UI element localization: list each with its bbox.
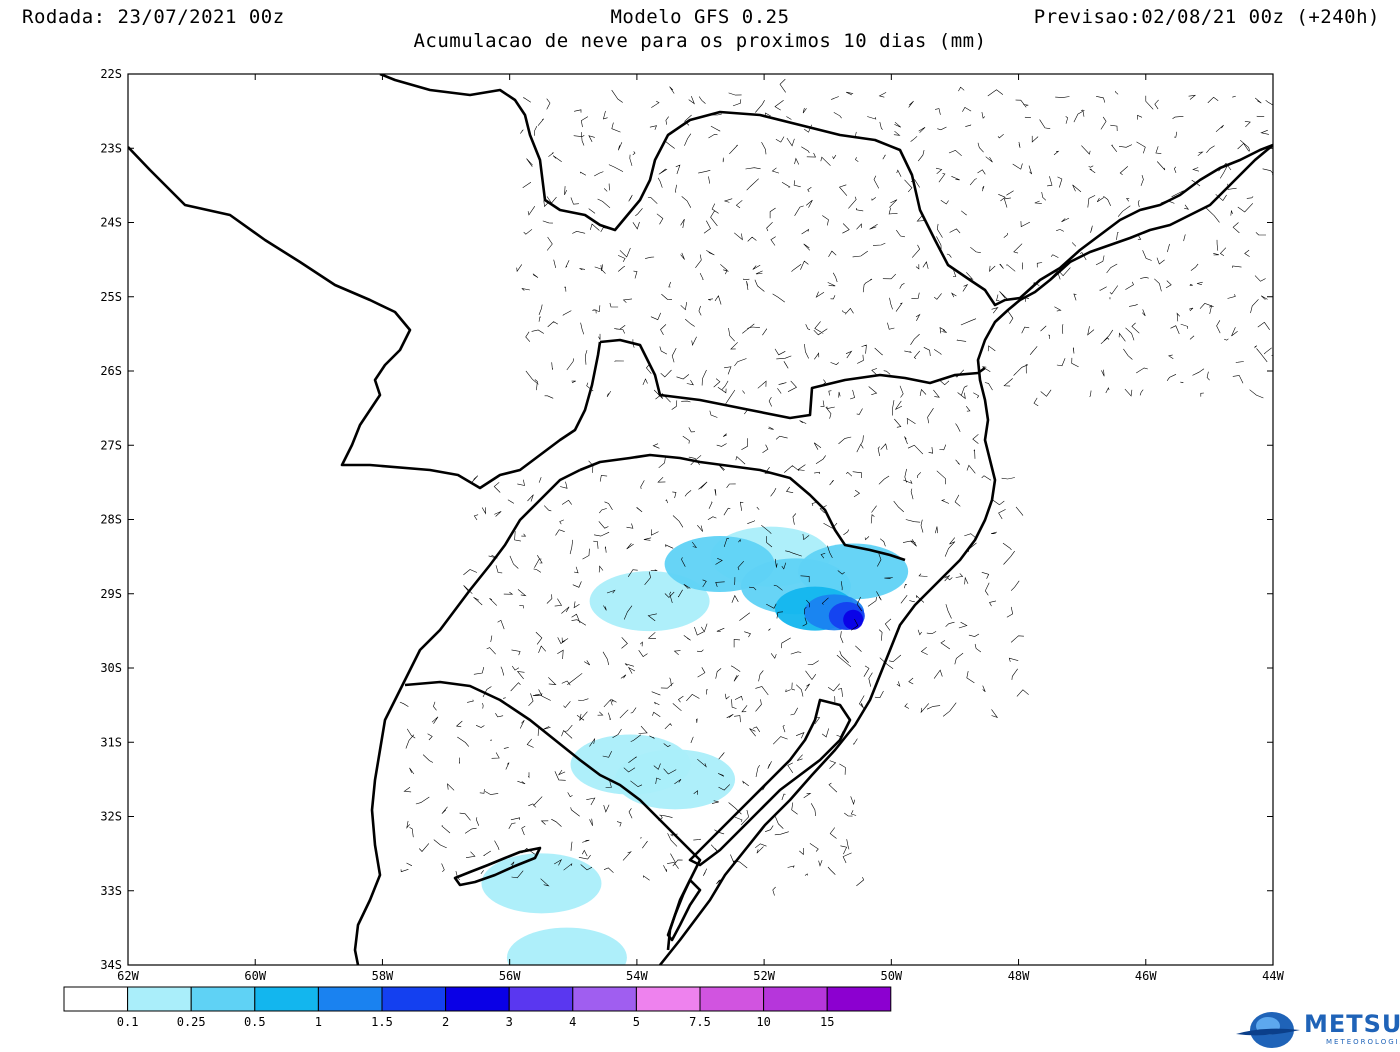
lon-label: 62W	[117, 969, 139, 983]
colorbar-label: 1	[315, 1015, 322, 1029]
snow-area	[589, 571, 710, 632]
parana-river-border	[379, 74, 1273, 307]
parana-state-south-border	[599, 338, 986, 420]
model-title: Modelo GFS 0.25	[610, 6, 790, 28]
lon-label: 52W	[753, 969, 775, 983]
colorbar-swatch	[699, 986, 765, 1012]
snow-area	[843, 609, 864, 630]
colorbar-label: 7.5	[689, 1015, 711, 1029]
lon-label: 60W	[244, 969, 266, 983]
lat-label: 31S	[100, 735, 122, 749]
lon-label: 46W	[1135, 969, 1157, 983]
lat-label: 25S	[100, 290, 122, 304]
colorbar-swatch	[826, 986, 892, 1012]
colorbar-swatch	[63, 986, 129, 1012]
colorbar-swatch	[127, 986, 192, 1012]
lat-label: 34S	[100, 958, 122, 972]
snow-shading-layer	[481, 526, 909, 965]
snow-area	[506, 927, 627, 965]
colorbar-label: 2	[442, 1015, 449, 1029]
snow-area	[570, 734, 691, 795]
globe-icon	[1236, 1012, 1300, 1048]
colorbar-swatch	[445, 986, 510, 1012]
colorbar-label: 3	[506, 1015, 513, 1029]
map-background	[128, 74, 1273, 965]
run-date-label: Rodada: 23/07/2021 00z	[22, 6, 285, 28]
municipal-boundaries	[399, 78, 1273, 896]
colorbar-swatch	[572, 986, 637, 1012]
colorbar-swatch	[381, 986, 447, 1012]
lat-label: 33S	[100, 884, 122, 898]
colorbar-label: 0.5	[244, 1015, 266, 1029]
colorbar-swatch	[317, 986, 383, 1012]
logo-text: METSUL	[1304, 1010, 1400, 1038]
colorbar-swatch	[763, 986, 828, 1012]
lon-label: 56W	[499, 969, 521, 983]
colorbar-label: 15	[820, 1015, 834, 1029]
borders	[128, 74, 1273, 965]
lon-label: 54W	[626, 969, 648, 983]
municipal-lines	[399, 78, 1273, 896]
lat-label: 27S	[100, 438, 122, 452]
snow-area	[798, 543, 909, 600]
lat-label: 29S	[100, 587, 122, 601]
paraguay-argentina-border	[128, 146, 602, 490]
coastline	[658, 144, 1273, 965]
lat-label: 26S	[100, 364, 122, 378]
chart-subtitle: Acumulacao de neve para os proximos 10 d…	[413, 30, 987, 52]
colorbar-swatch	[190, 986, 256, 1012]
colorbar-label: 10	[756, 1015, 770, 1029]
colorbar-swatch	[508, 986, 574, 1012]
lon-label: 44W	[1262, 969, 1284, 983]
lat-label: 24S	[100, 216, 122, 230]
colorbar-label: 5	[633, 1015, 640, 1029]
colorbar-label: 0.1	[117, 1015, 139, 1029]
colorbar-label: 4	[569, 1015, 576, 1029]
logo-subtext: METEOROLOGIA	[1326, 1038, 1400, 1046]
axis-ticks: 22S23S24S25S26S27S28S29S30S31S32S33S34S6…	[100, 67, 1284, 983]
lat-label: 23S	[100, 141, 122, 155]
santa-catarina-south-border	[579, 453, 906, 562]
colorbar-swatch	[254, 986, 319, 1012]
snow-area	[481, 853, 602, 914]
lagoa-dos-patos	[688, 698, 852, 867]
lon-label: 48W	[1008, 969, 1030, 983]
argentina-rs-border	[353, 468, 581, 965]
lat-label: 22S	[100, 67, 122, 81]
rio-negro-reservoir	[453, 846, 542, 887]
colorbar: 0.1 0.25 0.5 1 1.5 2 3 4 5 7.5 10 15	[63, 986, 892, 1029]
lon-label: 58W	[372, 969, 394, 983]
colorbar-swatch	[635, 986, 701, 1012]
lon-label: 50W	[880, 969, 902, 983]
metsul-logo: METSUL METEOROLOGIA	[1234, 1008, 1400, 1052]
forecast-valid-label: Previsao:02/08/21 00z (+240h)	[1033, 6, 1380, 28]
colorbar-label: 1.5	[371, 1015, 393, 1029]
lat-label: 30S	[100, 661, 122, 675]
lagoa-mirim	[666, 878, 702, 942]
colorbar-label: 0.25	[177, 1015, 206, 1029]
lat-label: 28S	[100, 513, 122, 527]
lat-label: 32S	[100, 810, 122, 824]
